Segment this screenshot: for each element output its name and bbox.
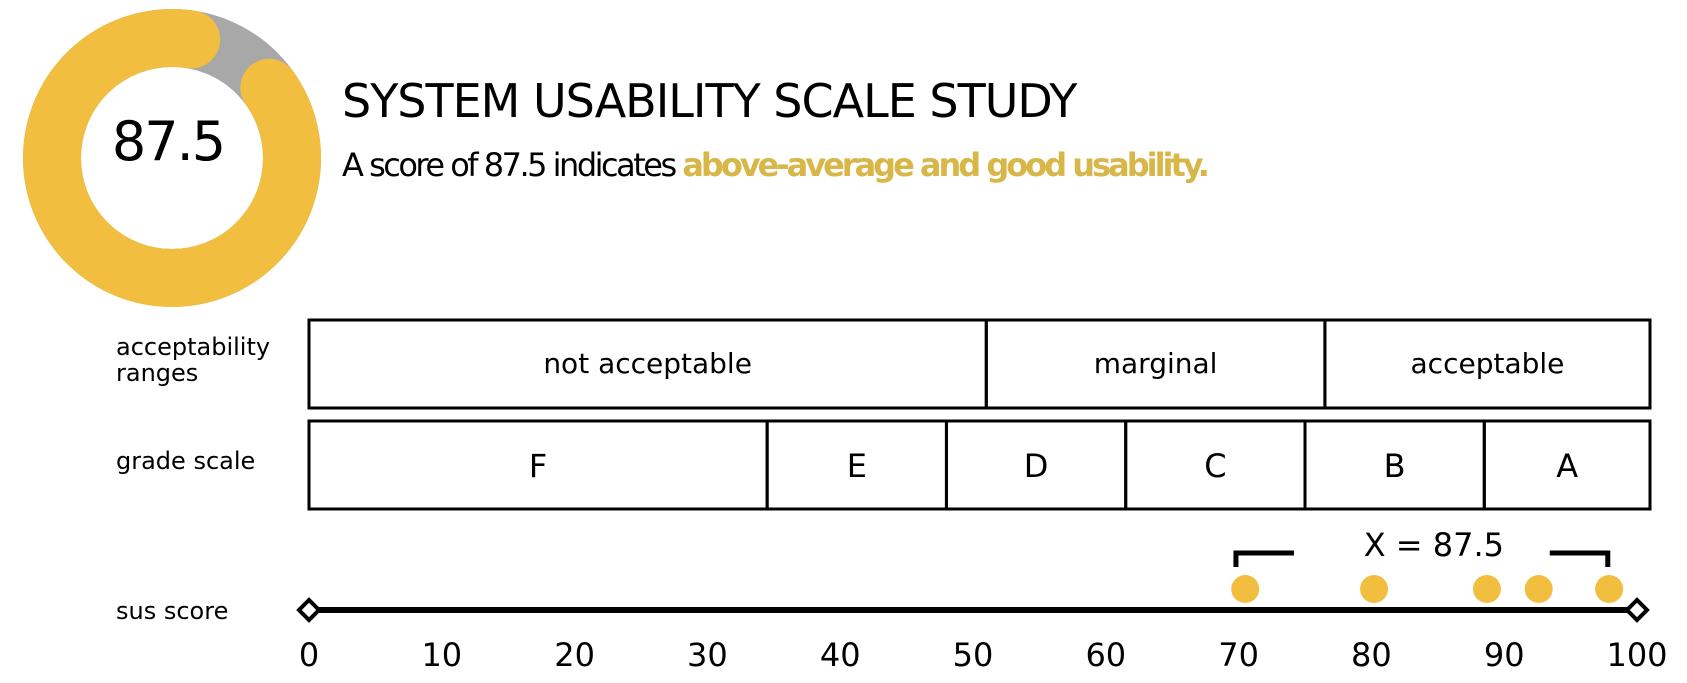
acceptability-label: not acceptable (543, 347, 752, 380)
tick-label: 50 (953, 636, 994, 674)
sus-row-label: sus score (116, 597, 229, 625)
acceptability-box (1323, 318, 1652, 410)
grade-label: B (1384, 447, 1406, 485)
tick-label: 30 (687, 636, 728, 674)
mean-bracket-left (1233, 550, 1294, 567)
acceptability-ranges: not acceptable marginal acceptable (307, 318, 1652, 410)
tick-label: 10 (421, 636, 462, 674)
tick-label: 60 (1085, 636, 1126, 674)
grade-label: D (1024, 447, 1049, 485)
tick-label: 100 (1606, 636, 1667, 674)
sus-axis: 0 10 20 30 40 50 60 70 80 90 100 (296, 597, 1668, 674)
grade-label: A (1556, 447, 1578, 485)
subtitle-highlight: above-average and good usability. (682, 146, 1210, 184)
score-value: 87.5 (111, 110, 226, 173)
acceptability-label: marginal (1094, 347, 1218, 380)
grade-label: E (847, 447, 867, 485)
score-point (1524, 575, 1553, 603)
tick-label: 70 (1218, 636, 1259, 674)
grade-label: F (529, 447, 547, 485)
score-point (1595, 575, 1624, 603)
page-subtitle: A score of 87.5 indicates above-average … (342, 146, 1210, 184)
tick-label: 40 (820, 636, 861, 674)
grade-row-label: grade scale (116, 447, 256, 475)
tick-label: 80 (1351, 636, 1392, 674)
score-point (1472, 575, 1501, 603)
grade-label: C (1204, 447, 1226, 485)
tick-label: 20 (554, 636, 595, 674)
mean-bracket-right (1549, 550, 1611, 567)
acceptability-row-label: acceptability ranges (116, 333, 271, 387)
score-point (1231, 575, 1260, 603)
tick-label: 90 (1484, 636, 1525, 674)
mean-label: X = 87.5 (1364, 526, 1504, 564)
gauge-arc (23, 9, 321, 307)
tick-label: 0 (299, 636, 319, 674)
grade-box (1482, 419, 1652, 511)
page-title: SYSTEM USABILITY SCALE STUDY (342, 74, 1077, 128)
acceptability-label: acceptable (1411, 347, 1565, 380)
axis-end-marker (1624, 597, 1650, 623)
score-point (1360, 575, 1389, 603)
mean-indicator: X = 87.5 (1233, 526, 1611, 567)
axis-end-marker (296, 597, 322, 623)
score-gauge (23, 9, 321, 307)
subtitle-text: A score of 87.5 indicates (342, 146, 683, 184)
score-points (1231, 575, 1624, 603)
